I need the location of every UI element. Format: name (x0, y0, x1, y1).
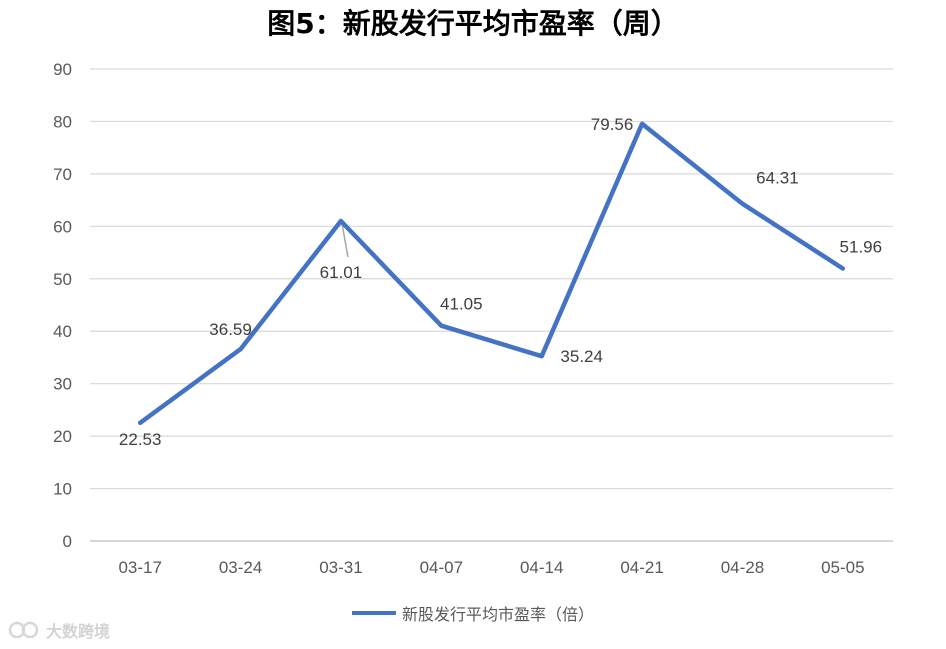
leader-lines (341, 222, 349, 258)
x-tick-label: 03-31 (319, 558, 362, 577)
y-tick-label: 40 (53, 322, 72, 341)
watermark-text: 大数跨境 (46, 622, 111, 641)
x-tick-label: 04-07 (420, 558, 463, 577)
watermark: 大数跨境 (8, 618, 110, 642)
data-label: 64.31 (756, 169, 799, 188)
legend-swatch (351, 611, 396, 615)
data-label: 79.56 (591, 115, 634, 134)
x-axis-tick-labels: 03-17 03-24 03-31 04-07 04-14 04-21 04-28 05-05 (118, 558, 864, 577)
chart-title: 图5：新股发行平均市盈率（周） (267, 7, 679, 40)
y-tick-label: 10 (53, 480, 72, 499)
x-tick-label: 04-21 (620, 558, 663, 577)
x-tick-label: 04-28 (721, 558, 764, 577)
x-tick-label: 05-05 (821, 558, 864, 577)
logo-icon (8, 621, 39, 639)
y-tick-label: 70 (53, 165, 72, 184)
y-tick-label: 20 (53, 427, 72, 446)
series-line (137, 121, 846, 426)
data-labels: 22.53 36.59 61.01 41.05 35.24 79.56 64.31 51.96 (119, 115, 882, 449)
data-label: 36.59 (209, 320, 252, 339)
y-tick-label: 0 (63, 532, 72, 551)
series-lines (137, 121, 846, 426)
y-tick-label: 30 (53, 375, 72, 394)
y-tick-label: 50 (53, 270, 72, 289)
data-label: 41.05 (440, 295, 483, 314)
y-tick-label: 80 (53, 112, 72, 131)
y-tick-label: 90 (53, 60, 72, 79)
gridlines (90, 68, 893, 542)
legend-label: 新股发行平均市盈率（倍） (401, 605, 594, 624)
x-tick-label: 03-24 (219, 558, 262, 577)
legend: 新股发行平均市盈率（倍） (0, 601, 946, 625)
data-label: 35.24 (560, 347, 603, 366)
x-tick-label: 03-17 (118, 558, 161, 577)
data-label: 51.96 (840, 237, 883, 256)
y-tick-label: 60 (53, 217, 72, 236)
y-axis-tick-labels: 0 10 20 30 40 50 60 70 80 90 (53, 60, 72, 551)
data-label: 61.01 (320, 263, 363, 282)
data-label: 22.53 (119, 430, 162, 449)
x-tick-label: 04-14 (520, 558, 563, 577)
leader-line (341, 222, 349, 258)
